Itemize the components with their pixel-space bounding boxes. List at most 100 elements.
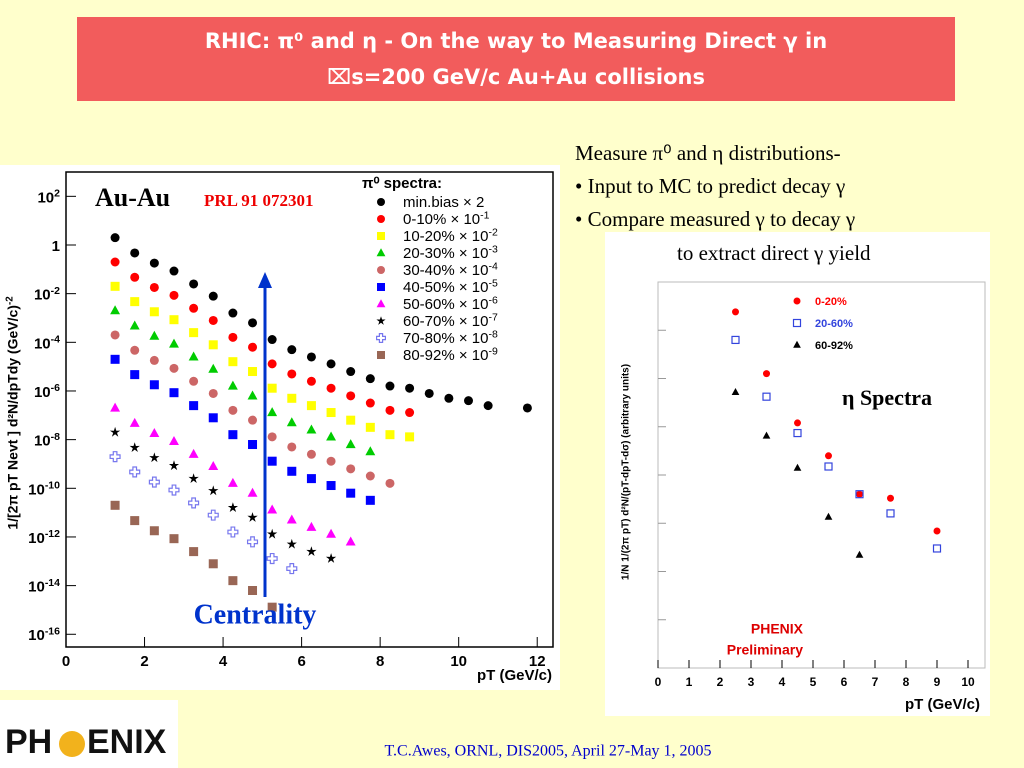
marker bbox=[169, 388, 179, 398]
marker bbox=[169, 534, 179, 544]
logo-box bbox=[0, 700, 178, 768]
marker bbox=[346, 464, 356, 474]
marker bbox=[247, 487, 258, 497]
marker bbox=[189, 279, 199, 289]
marker bbox=[247, 512, 258, 522]
marker bbox=[794, 419, 801, 427]
legend-title: π⁰ spectra: bbox=[362, 175, 442, 192]
marker bbox=[110, 330, 120, 340]
logo: ENIX bbox=[87, 723, 167, 761]
marker bbox=[188, 448, 199, 458]
x-tick-label: 8 bbox=[903, 675, 910, 689]
marker bbox=[110, 233, 120, 243]
marker bbox=[346, 488, 356, 498]
marker bbox=[377, 198, 385, 206]
marker bbox=[148, 476, 160, 488]
marker bbox=[208, 363, 219, 373]
marker bbox=[208, 291, 218, 301]
marker bbox=[208, 413, 218, 423]
marker bbox=[855, 550, 864, 558]
legend-label: 20-30% × 10-3 bbox=[403, 243, 498, 262]
marker bbox=[129, 417, 140, 427]
marker bbox=[248, 318, 258, 328]
logo: PH bbox=[5, 723, 52, 761]
marker bbox=[267, 432, 277, 442]
marker bbox=[286, 538, 297, 549]
marker bbox=[227, 380, 238, 390]
x-tick-label: 9 bbox=[934, 675, 941, 689]
marker bbox=[793, 297, 801, 305]
marker bbox=[149, 258, 159, 268]
title: ⌧s=200 GeV/c Au+Au collisions bbox=[327, 65, 705, 89]
marker bbox=[248, 367, 258, 377]
marker bbox=[385, 430, 395, 440]
marker bbox=[228, 430, 238, 440]
marker bbox=[248, 415, 258, 425]
annotation: η Spectra bbox=[842, 385, 932, 410]
marker bbox=[376, 333, 386, 343]
marker bbox=[208, 485, 219, 496]
marker bbox=[365, 422, 375, 432]
marker bbox=[886, 509, 895, 518]
marker bbox=[365, 446, 376, 456]
legend-label: 30-40% × 10-4 bbox=[403, 260, 498, 279]
x-tick-label: 0 bbox=[62, 653, 70, 670]
marker bbox=[405, 432, 415, 442]
marker bbox=[824, 462, 833, 471]
marker bbox=[266, 552, 278, 565]
marker bbox=[286, 563, 298, 575]
annotation: PHENIX bbox=[751, 621, 804, 637]
marker bbox=[149, 452, 160, 463]
marker bbox=[188, 473, 199, 483]
marker bbox=[346, 367, 356, 377]
legend-label: min.bias × 2 bbox=[403, 194, 484, 211]
marker bbox=[306, 521, 317, 531]
x-tick-label: 10 bbox=[450, 653, 467, 670]
x-tick-label: 7 bbox=[872, 675, 879, 689]
x-tick-label: 6 bbox=[841, 675, 848, 689]
marker bbox=[286, 417, 297, 427]
marker bbox=[287, 369, 297, 379]
marker bbox=[763, 370, 770, 378]
marker bbox=[149, 355, 159, 365]
marker bbox=[168, 484, 180, 496]
marker bbox=[325, 553, 337, 563]
bullet: Measure π⁰ and η distributions- bbox=[575, 141, 841, 165]
annotation: Preliminary bbox=[727, 642, 803, 658]
marker bbox=[306, 424, 317, 434]
marker bbox=[227, 526, 239, 538]
marker bbox=[377, 351, 385, 359]
arrow-head bbox=[258, 272, 272, 288]
marker bbox=[377, 266, 385, 274]
marker bbox=[267, 335, 277, 345]
marker bbox=[109, 426, 121, 437]
marker bbox=[188, 351, 199, 361]
footer: T.C.Awes, ORNL, DIS2005, April 27-May 1,… bbox=[384, 743, 711, 760]
marker bbox=[267, 456, 277, 466]
x-tick-label: 2 bbox=[140, 653, 148, 670]
x-tick-label: 4 bbox=[779, 675, 786, 689]
marker bbox=[149, 307, 159, 317]
marker bbox=[306, 352, 316, 362]
marker bbox=[377, 215, 385, 223]
marker bbox=[110, 305, 121, 315]
marker bbox=[129, 320, 140, 330]
marker bbox=[227, 502, 238, 512]
marker bbox=[228, 405, 238, 415]
marker bbox=[110, 281, 120, 291]
marker bbox=[189, 547, 199, 557]
right-chart: 0 1 2 3 4 5 6 7 8 9 10 0-20% 20-60% 60-92% pT (GeV/c) 1… bbox=[621, 281, 986, 713]
marker bbox=[424, 388, 434, 398]
marker bbox=[287, 345, 297, 355]
marker bbox=[793, 340, 801, 348]
marker bbox=[405, 408, 415, 418]
marker bbox=[228, 357, 238, 367]
marker bbox=[287, 442, 297, 452]
marker bbox=[130, 248, 140, 258]
marker bbox=[208, 340, 218, 350]
marker bbox=[130, 516, 140, 526]
legend-label: 70-80% × 10-8 bbox=[403, 328, 498, 347]
annotation: Centrality bbox=[194, 599, 317, 630]
marker bbox=[405, 383, 415, 393]
marker bbox=[168, 460, 180, 471]
